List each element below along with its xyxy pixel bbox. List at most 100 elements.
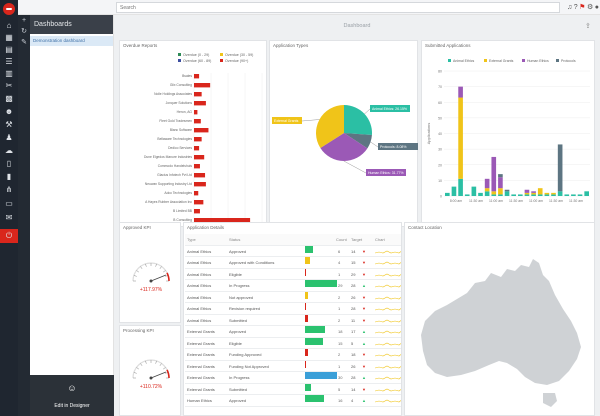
- share-dashboard-icon[interactable]: ⇪: [585, 23, 591, 30]
- table-row[interactable]: External Grants Submitted 5 14 ▼: [185, 383, 401, 395]
- home-icon[interactable]: ⌂: [6, 21, 12, 30]
- table-row[interactable]: Animal Ethics Approved with Conditions 4…: [185, 257, 401, 269]
- date-icon[interactable]: ▩: [5, 94, 13, 103]
- bar[interactable]: [194, 191, 199, 196]
- bar[interactable]: [194, 119, 201, 124]
- table-row[interactable]: Animal Ethics Eligible 1 29 ▼: [185, 268, 401, 280]
- bar-segment[interactable]: [557, 144, 563, 192]
- bar-segment[interactable]: [531, 192, 536, 195]
- search-input[interactable]: [116, 2, 560, 13]
- bar-segment[interactable]: [504, 191, 510, 196]
- table-row[interactable]: Animal Ethics Not approved 2 26 ▼: [185, 291, 401, 303]
- bar-segment[interactable]: [524, 189, 530, 193]
- refresh-icon[interactable]: ↻: [21, 28, 27, 35]
- bell-icon[interactable]: ♫: [567, 4, 573, 11]
- bar-segment[interactable]: [498, 194, 503, 196]
- pie-slice[interactable]: [316, 105, 344, 149]
- bar-segment[interactable]: [524, 192, 530, 195]
- edit-in-designer-button[interactable]: ☺ Edit in Designer: [30, 375, 114, 416]
- australia-map[interactable]: [405, 223, 596, 416]
- col-type[interactable]: Type: [187, 237, 196, 242]
- bar-segment[interactable]: [544, 194, 550, 196]
- tools-icon[interactable]: ✂: [5, 81, 13, 90]
- table-row[interactable]: External Grants Approved 18 17 ▲: [185, 326, 401, 338]
- bar[interactable]: [194, 182, 206, 187]
- bar[interactable]: [194, 164, 200, 169]
- bar-segment[interactable]: [458, 97, 463, 179]
- bar-segment[interactable]: [504, 189, 510, 192]
- bar-segment[interactable]: [531, 191, 536, 193]
- table-icon[interactable]: ▥: [5, 69, 13, 78]
- flag-icon[interactable]: ⚑: [579, 4, 586, 11]
- mail-icon[interactable]: ✉: [5, 213, 13, 222]
- app-logo-icon[interactable]: [3, 3, 15, 15]
- power-icon[interactable]: ⏻: [0, 229, 18, 243]
- bar-segment[interactable]: [484, 188, 490, 192]
- list-icon[interactable]: ☰: [5, 57, 13, 66]
- bar-segment[interactable]: [551, 194, 556, 196]
- col-count[interactable]: Count: [336, 237, 347, 242]
- bar-segment[interactable]: [498, 174, 503, 178]
- bar-segment[interactable]: [537, 194, 543, 196]
- bar[interactable]: [194, 83, 211, 88]
- bar-segment[interactable]: [491, 191, 497, 195]
- bar-segment[interactable]: [524, 194, 530, 196]
- bar[interactable]: [194, 200, 204, 205]
- bar-segment[interactable]: [478, 192, 483, 196]
- table-row[interactable]: External Grants In Progress 30 28 ▲: [185, 372, 401, 384]
- bar-segment[interactable]: [557, 191, 563, 196]
- bar-segment[interactable]: [484, 178, 490, 189]
- bar-segment[interactable]: [458, 178, 463, 196]
- keyboard-icon[interactable]: ▭: [5, 199, 13, 208]
- cloud-icon[interactable]: ☁: [5, 146, 13, 155]
- table-row[interactable]: External Grants Funding Approved 2 18 ▼: [185, 349, 401, 361]
- bar-segment[interactable]: [498, 177, 503, 189]
- bar[interactable]: [194, 92, 202, 97]
- account-icon[interactable]: ●: [594, 4, 599, 11]
- pie-slice[interactable]: [320, 133, 368, 161]
- table-row[interactable]: Human Ethics Approved 16 4 ▲: [185, 395, 401, 407]
- dashboard-list-item[interactable]: Demonstration dashboard: [30, 36, 113, 46]
- bar-segment[interactable]: [451, 186, 457, 196]
- calendar-icon[interactable]: ▦: [5, 33, 13, 42]
- bar[interactable]: [194, 173, 206, 178]
- col-status[interactable]: Status: [229, 237, 241, 242]
- bar-segment[interactable]: [458, 86, 463, 98]
- bar-segment[interactable]: [531, 194, 536, 196]
- pie-slice[interactable]: [344, 133, 372, 149]
- bar[interactable]: [194, 110, 198, 115]
- bar[interactable]: [194, 155, 205, 160]
- bar[interactable]: [194, 74, 200, 79]
- table-row[interactable]: Animal Ethics Approved 6 14 ▼: [185, 245, 401, 257]
- bar-segment[interactable]: [464, 194, 470, 196]
- share-icon[interactable]: ⋔: [5, 185, 13, 194]
- bar-segment[interactable]: [471, 186, 477, 196]
- bar-segment[interactable]: [551, 192, 556, 195]
- bar[interactable]: [194, 128, 209, 133]
- bar-segment[interactable]: [537, 188, 543, 195]
- bar-segment[interactable]: [518, 194, 523, 196]
- bar-segment[interactable]: [491, 194, 497, 196]
- bar[interactable]: [194, 218, 251, 223]
- bar[interactable]: [194, 101, 206, 106]
- document-icon[interactable]: ▯: [6, 159, 12, 168]
- bar-segment[interactable]: [484, 191, 490, 196]
- bar[interactable]: [194, 209, 200, 214]
- user-icon[interactable]: ☻: [4, 107, 14, 116]
- table-row[interactable]: Animal Ethics In Progress 29 28 ▲: [185, 280, 401, 292]
- col-target[interactable]: Target: [351, 237, 363, 242]
- hammer-icon[interactable]: ⚒: [5, 120, 13, 129]
- col-chart[interactable]: Chart: [375, 237, 385, 242]
- bar-segment[interactable]: [511, 194, 516, 196]
- help-icon[interactable]: ?: [573, 4, 578, 11]
- bar-segment[interactable]: [544, 192, 550, 195]
- table-row[interactable]: Animal Ethics Submitted 2 11 ▼: [185, 314, 401, 326]
- bar-segment[interactable]: [445, 192, 450, 196]
- pie-slice[interactable]: [344, 105, 372, 136]
- bar-segment[interactable]: [571, 194, 576, 196]
- edit-icon[interactable]: ✎: [21, 39, 27, 46]
- gear-icon[interactable]: ⚙: [586, 4, 594, 11]
- bar[interactable]: [194, 146, 200, 151]
- bar-segment[interactable]: [564, 194, 570, 196]
- table-row[interactable]: Animal Ethics Revision required 1 28 ▼: [185, 303, 401, 315]
